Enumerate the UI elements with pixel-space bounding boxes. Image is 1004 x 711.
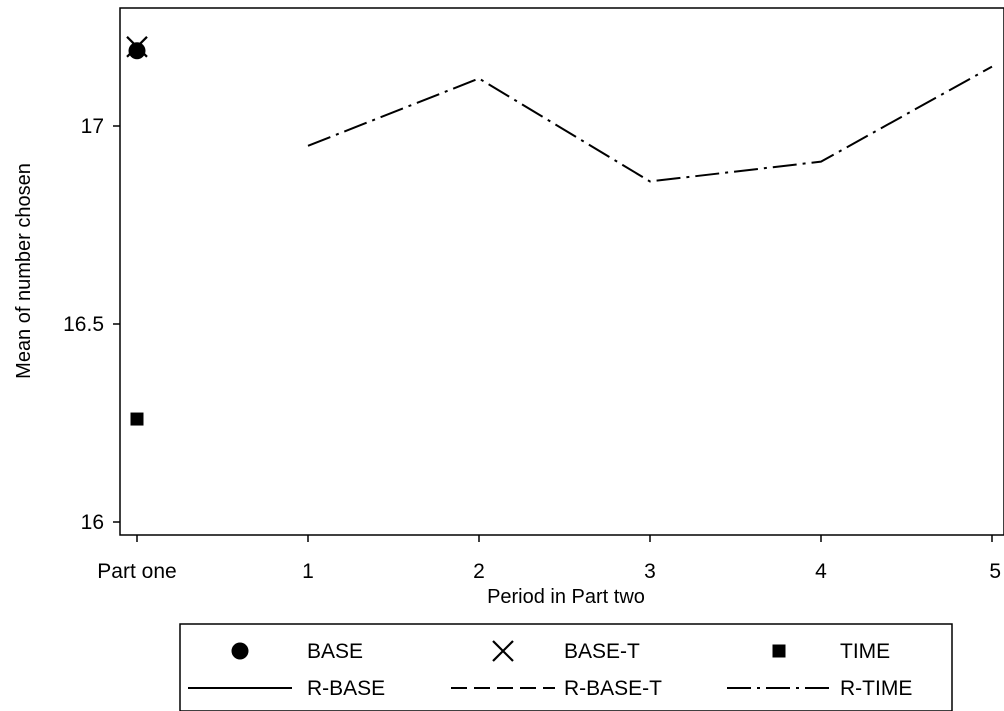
legend-label-base: BASE bbox=[307, 640, 363, 663]
series-line-r-time bbox=[307, 65, 993, 183]
y-tick-label: 17 bbox=[81, 115, 104, 138]
legend-label-r-time: R-TIME bbox=[840, 677, 912, 700]
point-time bbox=[130, 412, 144, 426]
series-points bbox=[126, 36, 148, 426]
legend-key-time bbox=[772, 644, 786, 658]
legend: BASE BASE-T TIME R-BASE R-BASE-T R-TIME bbox=[179, 623, 953, 711]
y-tick-label: 16.5 bbox=[63, 313, 104, 336]
legend-key-base bbox=[231, 642, 249, 660]
x-tick-label: Part one bbox=[97, 560, 176, 583]
x-tick-label: 1 bbox=[302, 560, 314, 583]
x-tick-label: 2 bbox=[473, 560, 485, 583]
plot-frame bbox=[119, 7, 1004, 536]
y-tick-label: 16 bbox=[81, 511, 104, 534]
x-tick-label: 4 bbox=[815, 560, 827, 583]
legend-label-base-t: BASE-T bbox=[564, 640, 640, 663]
point-base bbox=[128, 42, 146, 60]
legend-frame bbox=[179, 623, 953, 711]
x-axis-title: Period in Part two bbox=[487, 586, 645, 608]
x-tick-label: 3 bbox=[644, 560, 656, 583]
point-base-t bbox=[126, 36, 148, 58]
legend-label-time: TIME bbox=[840, 640, 890, 663]
x-tick-label: 5 bbox=[989, 560, 1001, 583]
legend-key-base-t bbox=[492, 640, 514, 662]
series-lines bbox=[307, 0, 993, 183]
legend-label-r-base-t: R-BASE-T bbox=[564, 677, 662, 700]
y-axis-title: Mean of number chosen bbox=[13, 163, 35, 379]
legend-label-r-base: R-BASE bbox=[307, 677, 385, 700]
